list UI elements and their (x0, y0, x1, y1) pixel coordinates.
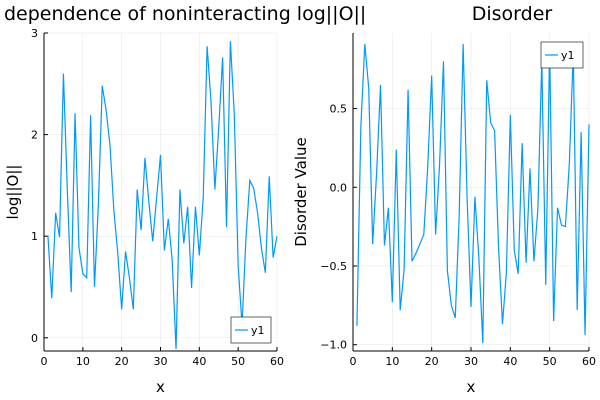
x-tick-label: 20 (425, 355, 439, 368)
y-tick-label: −0.5 (320, 260, 347, 273)
y-axis-label: log||O|| (4, 165, 22, 220)
legend: y1 (540, 41, 584, 69)
y-tick-label: 2 (31, 129, 38, 142)
x-tick-label: 10 (76, 355, 90, 368)
chart-title: dependence of noninteracting log||O|| (4, 3, 366, 25)
x-tick-label: 40 (192, 355, 206, 368)
y-tick-label: 3 (31, 27, 38, 40)
chart-title: Disorder (472, 3, 553, 25)
x-tick-label: 40 (503, 355, 517, 368)
y-tick-label: 0 (31, 332, 38, 345)
x-tick-label: 30 (464, 355, 478, 368)
x-tick-label: 50 (231, 355, 245, 368)
y-tick-label: 0.5 (330, 103, 348, 116)
x-tick-label: 30 (154, 355, 168, 368)
x-axis-label: x (467, 378, 476, 396)
log-norm-chart: 0 10 20 30 40 50 60 0 1 2 3 dependence of nonintera… (4, 3, 366, 396)
series-line-y1 (356, 43, 590, 344)
y-axis-label: Disorder Value (292, 137, 310, 247)
y-tick-label: 1 (31, 230, 38, 243)
x-tick-label: 0 (41, 355, 48, 368)
y-tick-label: 0.0 (330, 181, 348, 194)
series-line-y1 (47, 41, 278, 349)
x-tick-label: 20 (115, 355, 129, 368)
x-axis-label: x (156, 378, 165, 396)
legend-label: y1 (251, 324, 265, 337)
x-tick-label: 50 (543, 355, 557, 368)
legend-label: y1 (561, 49, 575, 62)
y-tick-label: −1.0 (320, 339, 347, 352)
x-tick-label: 10 (385, 355, 399, 368)
x-tick-label: 60 (270, 355, 284, 368)
disorder-chart: 0 10 20 30 40 50 60 −1.0 −0.5 0.0 0.5 Disorder x Diso… (292, 3, 596, 396)
x-tick-label: 60 (582, 355, 596, 368)
x-tick-label: 0 (350, 355, 357, 368)
legend: y1 (230, 316, 272, 344)
